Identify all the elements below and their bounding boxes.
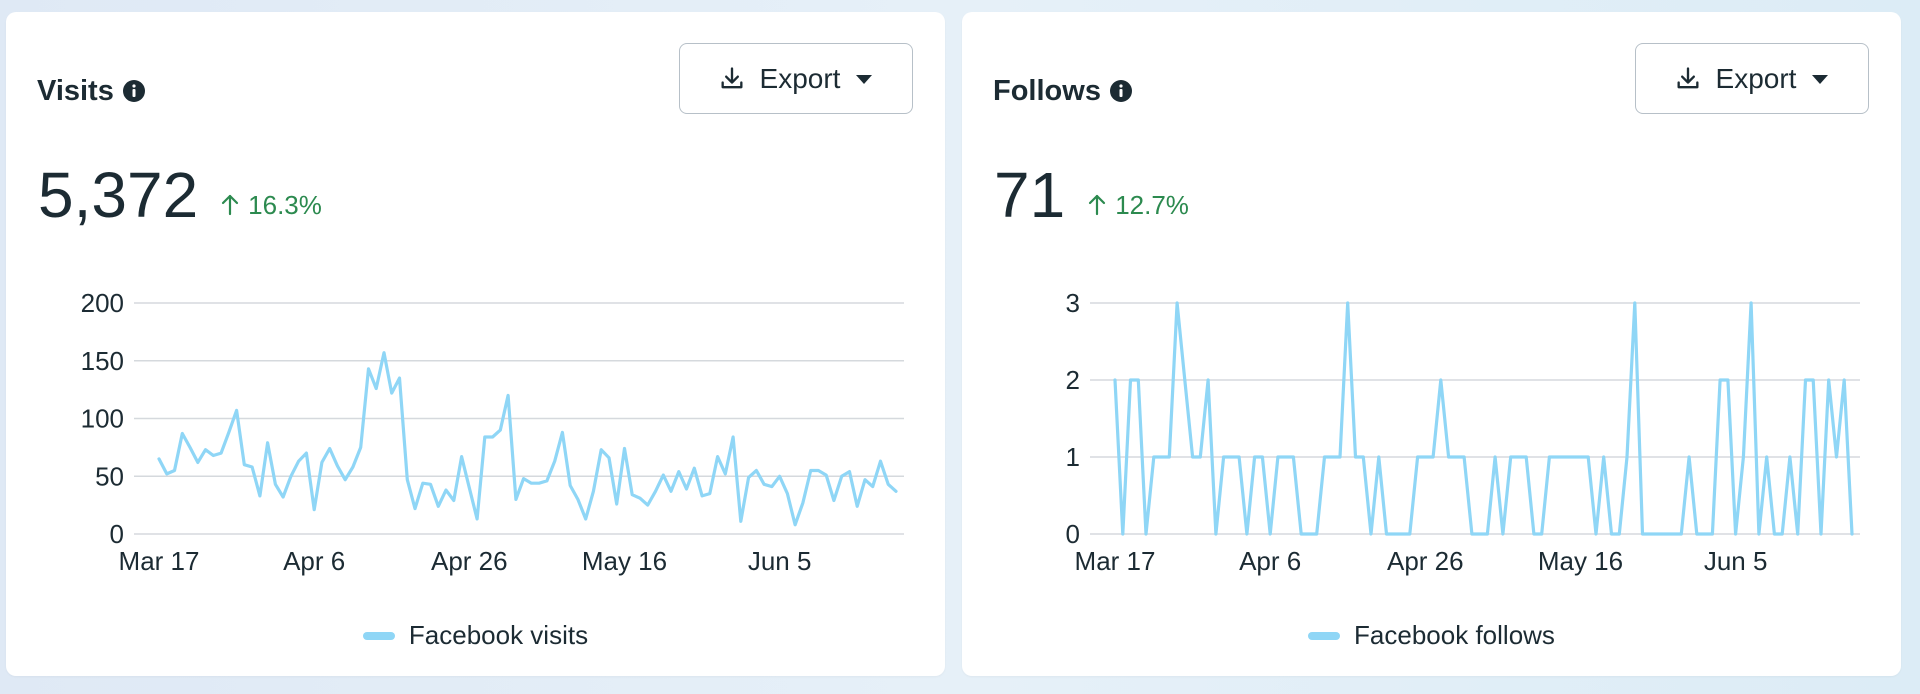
x-tick-label: May 16 bbox=[582, 546, 667, 576]
download-icon bbox=[721, 66, 743, 88]
x-tick-label: May 16 bbox=[1538, 546, 1623, 576]
follows-metric-value: 71 bbox=[994, 159, 1066, 231]
follows-chart: 0 1 2 3 Mar 17 Apr 6 Apr 26 May 16 Jun 5 bbox=[1066, 288, 1860, 576]
visits-export-button[interactable]: Export bbox=[679, 43, 913, 114]
follows-change-text: 12.7% bbox=[1115, 189, 1189, 220]
visits-export-label: Export bbox=[759, 62, 841, 94]
series-line bbox=[1113, 301, 1854, 536]
visits-legend[interactable]: Facebook visits bbox=[6, 620, 945, 651]
follows-title: Follows bbox=[993, 74, 1133, 108]
follows-metric-row: 71 12.7% bbox=[994, 160, 1189, 230]
visits-title: Visits bbox=[37, 74, 146, 108]
y-tick-label: 1 bbox=[1066, 442, 1080, 472]
visits-metric-value: 5,372 bbox=[38, 159, 199, 231]
arrow-up-icon bbox=[1089, 194, 1106, 216]
y-tick-label: 0 bbox=[110, 519, 124, 549]
y-tick-label: 100 bbox=[81, 404, 124, 434]
visits-change: 16.3% bbox=[220, 190, 322, 221]
x-tick-label: Jun 5 bbox=[1704, 546, 1768, 576]
visits-chart: 0 50 100 150 200 Mar 17 Apr 6 Apr 26 May 16 Jun 5 bbox=[81, 288, 904, 576]
follows-legend-label: Facebook follows bbox=[1354, 620, 1555, 650]
visits-title-text: Visits bbox=[37, 75, 114, 107]
y-tick-label: 0 bbox=[1066, 519, 1080, 549]
x-tick-label: Mar 17 bbox=[1075, 546, 1156, 576]
follows-title-text: Follows bbox=[993, 75, 1101, 107]
follows-card: Follows Export 71 12.7% 0 1 2 3 Mar 17 Apr 6 A… bbox=[962, 12, 1901, 676]
legend-swatch bbox=[1308, 631, 1341, 640]
download-icon bbox=[1677, 66, 1699, 88]
y-tick-label: 50 bbox=[95, 461, 124, 491]
follows-export-label: Export bbox=[1715, 62, 1797, 94]
y-tick-label: 3 bbox=[1066, 288, 1080, 318]
visits-legend-label: Facebook visits bbox=[408, 620, 589, 650]
visits-card: Visits Export 5,372 16.3% 0 50 100 150 200 Ma… bbox=[6, 12, 945, 676]
follows-change: 12.7% bbox=[1087, 190, 1189, 221]
x-tick-label: Apr 26 bbox=[1387, 546, 1464, 576]
x-tick-label: Apr 26 bbox=[431, 546, 508, 576]
visits-metric-row: 5,372 16.3% bbox=[38, 160, 322, 230]
legend-swatch bbox=[362, 631, 395, 640]
info-icon[interactable] bbox=[122, 79, 146, 103]
follows-legend[interactable]: Facebook follows bbox=[962, 620, 1901, 651]
series-line bbox=[157, 351, 898, 527]
follows-export-button[interactable]: Export bbox=[1635, 43, 1869, 114]
visits-change-text: 16.3% bbox=[248, 189, 322, 220]
arrow-up-icon bbox=[222, 194, 239, 216]
x-tick-label: Apr 6 bbox=[1239, 546, 1301, 576]
y-tick-label: 150 bbox=[81, 346, 124, 376]
y-tick-label: 200 bbox=[81, 288, 124, 318]
info-icon[interactable] bbox=[1109, 79, 1133, 103]
x-tick-label: Apr 6 bbox=[283, 546, 345, 576]
caret-down-icon bbox=[856, 74, 873, 84]
x-tick-label: Mar 17 bbox=[119, 546, 200, 576]
caret-down-icon bbox=[1812, 74, 1829, 84]
x-tick-label: Jun 5 bbox=[748, 546, 812, 576]
y-tick-label: 2 bbox=[1066, 365, 1080, 395]
